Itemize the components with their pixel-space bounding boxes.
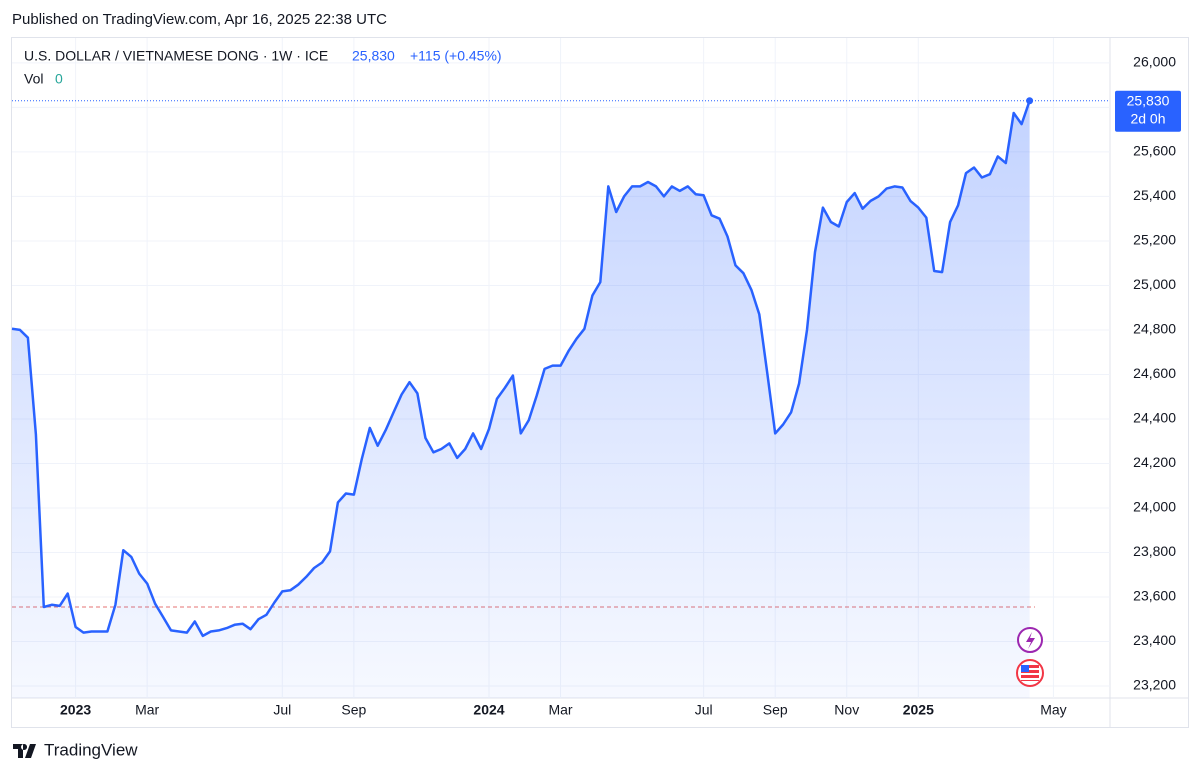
volume-title: Vol xyxy=(24,71,43,87)
y-tick-label: 23,200 xyxy=(1133,677,1176,693)
x-tick-label: May xyxy=(1040,702,1066,718)
price-tag xyxy=(1115,90,1181,132)
x-tick-label: Jul xyxy=(273,702,291,718)
symbol: U.S. DOLLAR / VIETNAMESE DONG · 1W · ICE xyxy=(24,48,328,64)
x-tick-label: Sep xyxy=(341,702,366,718)
y-tick-label: 24,800 xyxy=(1133,321,1176,337)
change: +115 (+0.45%) xyxy=(410,48,502,64)
y-tick-label: 24,000 xyxy=(1133,499,1176,515)
x-tick-label: Mar xyxy=(135,702,159,718)
last-point xyxy=(1026,97,1034,105)
price: 25,830 xyxy=(352,48,395,64)
x-tick-label: 2025 xyxy=(903,702,934,718)
y-tick-label: 25,600 xyxy=(1133,143,1176,159)
volume-value: 0 xyxy=(55,71,63,87)
axes: 23,200 23,400 23,600 23,800 24,000 24,200 24,4… xyxy=(60,54,1181,718)
logo-mark xyxy=(13,744,36,758)
area-fill xyxy=(12,100,1030,699)
x-tick-label: Jul xyxy=(695,702,713,718)
x-tick-label: Mar xyxy=(548,702,572,718)
y-tick-label: 23,400 xyxy=(1133,632,1176,648)
chart-frame xyxy=(11,37,1189,728)
y-tick-label: 24,200 xyxy=(1133,454,1176,470)
flag-canton xyxy=(1021,665,1029,672)
x-tick-label: 2024 xyxy=(473,702,504,718)
y-tick-label: 23,600 xyxy=(1133,588,1176,604)
event-icons xyxy=(1016,627,1044,687)
y-tick-label: 26,000 xyxy=(1133,54,1176,70)
brand: TradingView xyxy=(44,740,138,759)
x-tick-label: Nov xyxy=(834,702,859,718)
x-tick-label: Sep xyxy=(763,702,788,718)
flag-stripe xyxy=(1021,668,1039,670)
x-tick-label: 2023 xyxy=(60,702,91,718)
price-tag-value: 25,830 xyxy=(1127,92,1170,108)
logo xyxy=(13,744,36,758)
flag-stripe xyxy=(1021,673,1039,675)
lightning xyxy=(1026,632,1035,649)
y-tick-label: 25,400 xyxy=(1133,187,1176,203)
y-tick-label: 24,400 xyxy=(1133,410,1176,426)
y-tick-label: 24,600 xyxy=(1133,365,1176,381)
price-tag-countdown: 2d 0h xyxy=(1130,110,1165,126)
y-tick-label: 25,000 xyxy=(1133,276,1176,292)
y-tick-label: 23,800 xyxy=(1133,543,1176,559)
price-line xyxy=(11,100,1031,638)
published-note: Published on TradingView.com, Apr 16, 20… xyxy=(12,11,387,28)
plot xyxy=(11,97,1110,699)
y-tick-label: 25,200 xyxy=(1133,232,1176,248)
flag-stripe xyxy=(1021,678,1039,680)
